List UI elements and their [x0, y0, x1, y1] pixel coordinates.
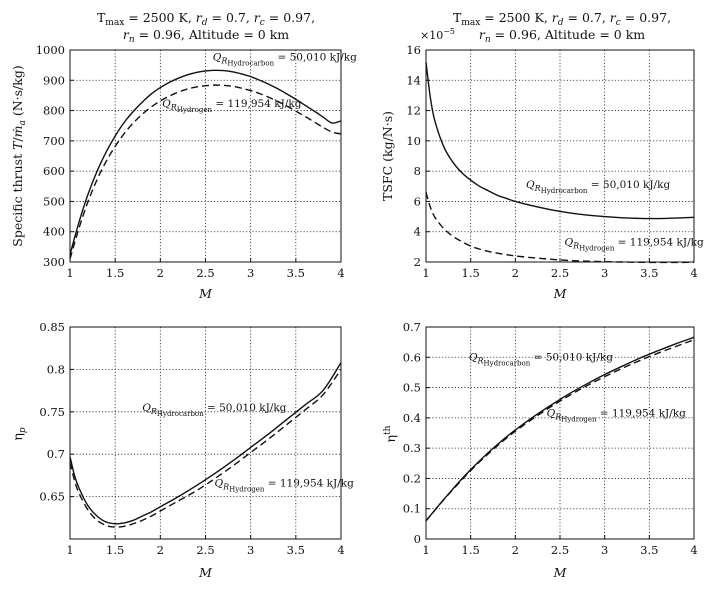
thrust-x-tick-label: 3.5 [287, 266, 305, 280]
eta_th-x-tick-label: 2 [512, 543, 519, 557]
eta_p-y-tick-label: 0.8 [47, 362, 65, 376]
thrust-y-tick-label: 800 [43, 104, 65, 118]
thrust-x-tick-label: 2 [157, 266, 164, 280]
eta_th-y-tick-label: 0.3 [403, 441, 421, 455]
eta_th-x-tick-label: 1 [422, 543, 429, 557]
eta_p-x-tick-label: 4 [337, 543, 344, 557]
thrust-x-tick-label: 1.5 [106, 266, 124, 280]
eta_p-series-hydrocarbon [69, 362, 342, 525]
thrust-x-axis-label: M [198, 286, 213, 301]
eta_th-y-tick-label: 0.7 [403, 320, 421, 334]
eta_th-y-tick-label: 0.5 [403, 381, 421, 395]
tsfc-title-line-1: Tmax = 2500 K, rd = 0.7, rc = 0.97, [453, 10, 671, 28]
thrust-series-hydrocarbon [69, 69, 342, 255]
eta_th-label-hydrogen: QRHydrogen = 119,954 kJ/kg [547, 407, 687, 423]
eta_th-label-hydrocarbon: QRHydrocarbon = 50,010 kJ/kg [469, 351, 613, 367]
tsfc-x-tick-label: 4 [690, 266, 697, 280]
thrust-y-tick-label: 400 [43, 225, 65, 239]
tsfc-y-tick-label: 12 [406, 104, 421, 118]
tsfc-x-axis-label: M [553, 286, 568, 301]
eta_p-y-tick-label: 0.85 [39, 320, 65, 334]
tsfc-label-hydrogen: QRHydrogen = 119,954 kJ/kg [564, 236, 704, 252]
eta_th-x-tick-label: 2.5 [551, 543, 569, 557]
eta_th-y-tick-label: 0.1 [403, 502, 421, 516]
eta_p-x-tick-label: 3.5 [287, 543, 305, 557]
eta-p-x-axis-label: M [198, 565, 213, 580]
thrust-y-tick-label: 1000 [36, 43, 65, 57]
eta_th-x-tick-label: 1.5 [462, 543, 480, 557]
tsfc-x-tick-label: 3 [601, 266, 608, 280]
tsfc-x-tick-label: 2 [512, 266, 519, 280]
eta_p-x-tick-label: 2.5 [196, 543, 214, 557]
eta_p-x-tick-label: 1.5 [106, 543, 124, 557]
eta-th-y-axis-label: ηth [383, 425, 398, 442]
thrust-x-tick-label: 2.5 [196, 266, 214, 280]
eta_p-label-hydrogen: QRHydrogen = 119,954 kJ/kg [215, 477, 355, 493]
tsfc-title-line-2: rn = 0.96, Altitude = 0 km [479, 27, 645, 45]
eta_th-x-tick-label: 4 [690, 543, 697, 557]
eta_p-x-tick-label: 3 [247, 543, 254, 557]
eta_th-series-hydrogen [425, 339, 695, 522]
tsfc-y-axis-label: TSFC (kg/N·s) [380, 111, 395, 201]
tsfc-x-tick-label: 1 [422, 266, 429, 280]
thrust-y-tick-label: 900 [43, 73, 65, 87]
tsfc-x-tick-label: 1.5 [462, 266, 480, 280]
tsfc-y-tick-label: 16 [406, 43, 421, 57]
tsfc-x-tick-label: 3.5 [640, 266, 658, 280]
thrust-y-tick-label: 700 [43, 134, 65, 148]
tsfc-y-tick-label: 6 [414, 194, 421, 208]
tsfc-y-tick-label: 8 [414, 164, 421, 178]
tsfc-y-tick-label: 14 [406, 73, 421, 87]
eta_p-x-tick-label: 1 [66, 543, 73, 557]
tsfc-y-tick-label: 2 [414, 255, 421, 269]
eta-th-x-axis-label: M [553, 565, 568, 580]
eta_p-label-hydrocarbon: QRHydrocarbon = 50,010 kJ/kg [142, 402, 286, 418]
tsfc-y-exponent: ×10−5 [420, 27, 455, 42]
thrust-y-tick-label: 500 [43, 194, 65, 208]
thrust-title-line-1: Tmax = 2500 K, rd = 0.7, rc = 0.97, [97, 10, 315, 28]
thrust-title-line-2: rn = 0.96, Altitude = 0 km [123, 27, 289, 45]
eta_th-series-hydrocarbon [425, 336, 695, 522]
thrust-series-hydrogen [69, 84, 342, 260]
chart-eta-p: 1 1.5 2 2.5 3 3.5 4 0.65 0.7 0.75 0.8 0.85 QRHydroc… [10, 320, 354, 580]
chart-tsfc: Tmax = 2500 K, rd = 0.7, rc = 0.97, rn =… [380, 10, 704, 301]
eta_th-x-tick-label: 3.5 [640, 543, 658, 557]
eta_p-x-tick-label: 2 [157, 543, 164, 557]
thrust-x-tick-label: 4 [337, 266, 344, 280]
chart-specific-thrust: Tmax = 2500 K, rd = 0.7, rc = 0.97, rn =… [10, 10, 357, 301]
thrust-y-axis-label: Specific thrust T/ṁa (N·s/kg) [10, 65, 28, 246]
eta_th-y-tick-label: 0.6 [403, 350, 421, 364]
eta_th-x-tick-label: 3 [601, 543, 608, 557]
tsfc-y-tick-label: 10 [406, 134, 421, 148]
eta_p-y-tick-label: 0.75 [39, 405, 65, 419]
thrust-label-hydrocarbon: QRHydrocarbon = 50,010 kJ/kg [213, 52, 357, 68]
tsfc-y-tick-label: 4 [414, 225, 421, 239]
tsfc-x-tick-label: 2.5 [551, 266, 569, 280]
thrust-x-tick-label: 1 [66, 266, 73, 280]
eta_p-series-hydrogen [69, 368, 342, 528]
eta_th-y-tick-label: 0 [414, 532, 421, 546]
tsfc-series-hydrogen [425, 192, 695, 264]
tsfc-label-hydrocarbon: QRHydrocarbon = 50,010 kJ/kg [526, 179, 670, 195]
thrust-y-tick-label: 600 [43, 164, 65, 178]
eta_th-y-tick-label: 0.4 [403, 411, 421, 425]
chart-eta-th: 1 1.5 2 2.5 3 3.5 4 0 0.1 0.2 0.3 0.4 0.5 0.6 0.7 QRHy… [383, 320, 698, 580]
eta_p-y-tick-label: 0.7 [47, 447, 65, 461]
eta_th-y-tick-label: 0.2 [403, 471, 421, 485]
thrust-label-hydrogen: QRHydrogen = 119,954 kJ/kg [162, 98, 302, 114]
thrust-x-tick-label: 3 [247, 266, 254, 280]
eta_p-y-tick-label: 0.65 [39, 490, 65, 504]
eta-p-y-axis-label: ηp [10, 427, 28, 441]
tsfc-series-hydrocarbon [425, 62, 695, 220]
thrust-y-tick-label: 300 [43, 255, 65, 269]
